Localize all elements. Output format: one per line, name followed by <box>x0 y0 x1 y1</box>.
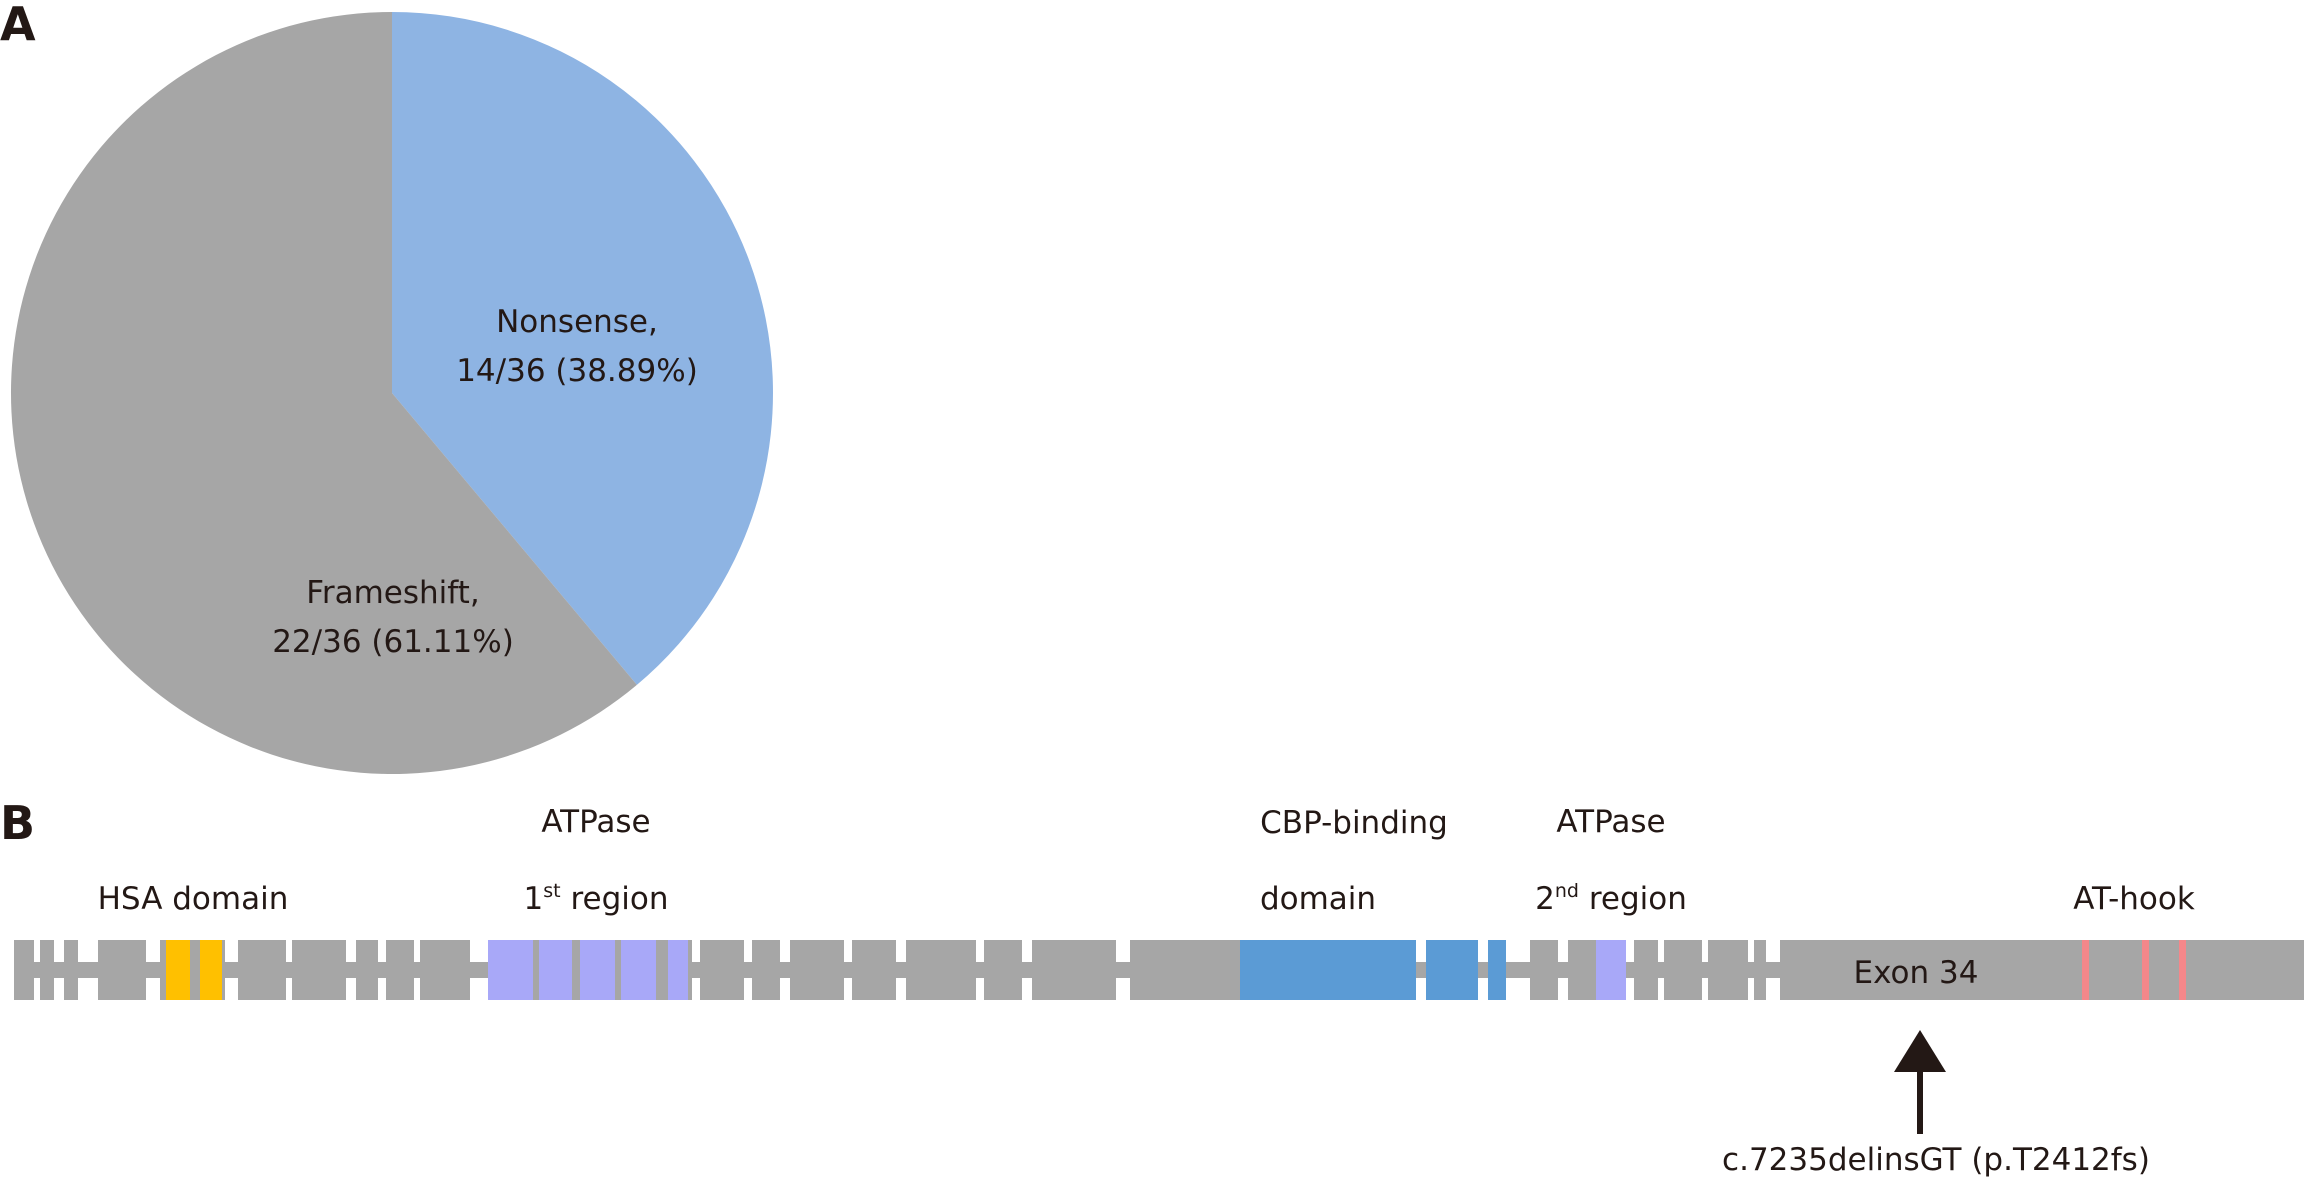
exon <box>1754 940 1766 1000</box>
exon <box>752 940 780 1000</box>
at-hook-mark <box>2082 940 2089 1000</box>
pie-label-nonsense-line2: 14/36 (38.89%) <box>456 353 698 389</box>
atpase1-block <box>488 940 533 1000</box>
exon <box>1568 940 1596 1000</box>
label-at-hook: AT-hook <box>2073 881 2195 917</box>
label-atpase2-ordinal: 2 <box>1535 881 1555 917</box>
label-atpase1-region: 1st region <box>524 880 669 917</box>
panel-label-a: A <box>0 0 36 51</box>
label-cbp-domain: domain <box>1260 881 1376 917</box>
pie-slice-nonsense <box>392 12 773 685</box>
exon-34 <box>1780 940 2304 1000</box>
exon <box>984 940 1022 1000</box>
exon <box>420 940 470 1000</box>
exon <box>386 940 414 1000</box>
pie-chart <box>10 12 773 774</box>
exon <box>1634 940 1658 1000</box>
panel-label-b: B <box>0 796 35 850</box>
exon <box>700 940 744 1000</box>
exon <box>356 940 378 1000</box>
atpase2-block <box>1596 940 1626 1000</box>
pie-label-nonsense-line1: Nonsense, <box>496 304 658 340</box>
atpase1-block <box>668 940 688 1000</box>
exon <box>1664 940 1702 1000</box>
label-atpase1-rest: region <box>561 881 669 917</box>
exon <box>1032 940 1116 1000</box>
cbp-binding-block <box>1240 940 1416 1000</box>
exon <box>906 940 976 1000</box>
exon <box>1130 940 1240 1000</box>
arrow-head <box>1894 1030 1946 1072</box>
exon <box>1708 940 1748 1000</box>
exon <box>852 940 896 1000</box>
label-atpase1-ordinal: 1 <box>524 881 544 917</box>
mutation-label: c.7235delinsGT (p.T2412fs) <box>1722 1142 2150 1178</box>
atpase1-block <box>580 940 615 1000</box>
label-atpase2-title: ATPase <box>1556 804 1665 840</box>
atpase1-block <box>539 940 572 1000</box>
at-hook-mark <box>2142 940 2149 1000</box>
exon <box>64 940 78 1000</box>
atpase1-block <box>621 940 656 1000</box>
exon-34-label: Exon 34 <box>1854 955 1979 991</box>
exon <box>790 940 844 1000</box>
cbp-binding-block <box>1426 940 1478 1000</box>
label-atpase2-rest: region <box>1579 881 1687 917</box>
label-atpase2-region: 2nd region <box>1535 880 1687 917</box>
exon <box>238 940 286 1000</box>
cbp-binding-block <box>1488 940 1506 1000</box>
label-hsa-domain: HSA domain <box>98 881 289 917</box>
label-atpase2-sup: nd <box>1555 880 1579 902</box>
mutation-arrow <box>1894 1030 1946 1134</box>
arrow-shaft <box>1917 1070 1923 1134</box>
exon <box>14 940 34 1000</box>
hsa-domain-block <box>166 940 190 1000</box>
label-cbp-title: CBP-binding <box>1260 805 1448 841</box>
exon <box>98 940 146 1000</box>
gene-structure: Exon 34 <box>14 940 2304 1000</box>
pie-slice-frameshift <box>10 12 637 774</box>
exon <box>40 940 54 1000</box>
hsa-domain-block <box>200 940 222 1000</box>
exon <box>292 940 346 1000</box>
pie-label-frameshift-line1: Frameshift, <box>306 575 479 611</box>
at-hook-mark <box>2179 940 2186 1000</box>
exon <box>1530 940 1558 1000</box>
pie-label-frameshift-line2: 22/36 (61.11%) <box>272 624 514 660</box>
label-atpase1-sup: st <box>543 880 560 902</box>
label-atpase1-title: ATPase <box>541 804 650 840</box>
